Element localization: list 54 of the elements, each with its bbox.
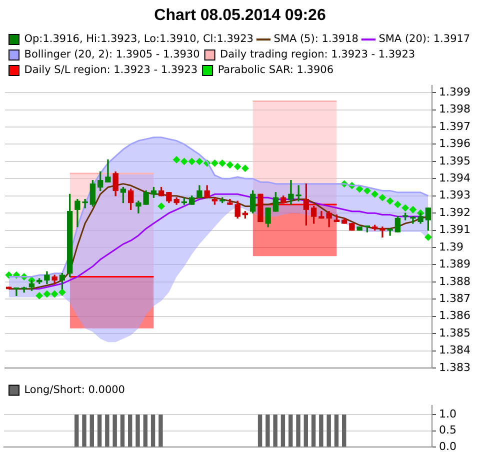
legend-label: Bollinger (20, 2): 1.3905 - 1.3930 xyxy=(24,48,200,61)
point xyxy=(424,234,432,241)
legend-label: Long/Short: 0.0000 xyxy=(24,384,125,396)
point xyxy=(58,288,66,296)
y-tick-label: 1.386 xyxy=(439,309,470,322)
y-tick-label: 1.398 xyxy=(439,102,470,116)
y-tick-label: 1.395 xyxy=(439,154,470,168)
y-tick-label: 1.393 xyxy=(439,188,470,202)
y-tick-label: 1.384 xyxy=(439,344,470,357)
legend-label: Daily S/L region: 1.3923 - 1.3923 xyxy=(24,64,198,76)
point xyxy=(43,290,50,298)
legend-label: SMA (5): 1.3918 xyxy=(274,33,358,46)
y-tick-label: 0.0 xyxy=(439,440,456,453)
y-tick-label: 1.389 xyxy=(439,258,470,271)
point xyxy=(196,158,203,165)
point xyxy=(234,163,242,170)
point xyxy=(51,290,58,298)
chart-title: Chart 08.05.2014 09:26 xyxy=(154,7,326,24)
point xyxy=(242,164,249,172)
y-tick-label: 1.385 xyxy=(439,326,470,340)
legend-label: Daily trading region: 1.3923 - 1.3923 xyxy=(220,48,416,61)
legend-label: Op:1.3916, Hi:1.3923, Lo:1.3910, Cl:1.3923 xyxy=(24,33,254,46)
y-tick-label: 1.396 xyxy=(439,137,470,150)
candlestick xyxy=(387,228,393,236)
point xyxy=(371,190,378,198)
y-tick-label: 1.387 xyxy=(439,292,470,306)
point xyxy=(409,206,416,214)
point xyxy=(180,158,188,165)
point xyxy=(173,156,180,164)
y-tick-label: 1.39 xyxy=(439,240,464,254)
point xyxy=(378,194,386,202)
point xyxy=(218,160,226,167)
y-tick-label: 1.399 xyxy=(439,85,470,98)
point xyxy=(188,158,196,165)
legend-label: Parabolic SAR: 1.3906 xyxy=(218,64,334,76)
y-tick-label: 1.383 xyxy=(439,360,470,374)
y-tick-label: 0.5 xyxy=(439,424,456,437)
point xyxy=(158,202,165,210)
point xyxy=(402,204,409,212)
point xyxy=(364,187,371,194)
y-tick-label: 1.394 xyxy=(439,172,470,185)
y-tick-label: 1.388 xyxy=(439,274,470,288)
candlestick xyxy=(380,226,386,238)
legend-label: SMA (20): 1.3917 xyxy=(378,33,470,46)
y-tick-label: 1.392 xyxy=(439,206,470,219)
y-tick-label: 1.397 xyxy=(439,120,470,133)
point xyxy=(394,200,402,208)
point xyxy=(36,292,43,300)
y-tick-label: 1.391 xyxy=(439,223,470,236)
point xyxy=(386,198,394,205)
y-tick-label: 1.0 xyxy=(439,407,456,420)
point xyxy=(356,185,364,192)
point xyxy=(226,161,234,168)
point xyxy=(211,160,218,167)
